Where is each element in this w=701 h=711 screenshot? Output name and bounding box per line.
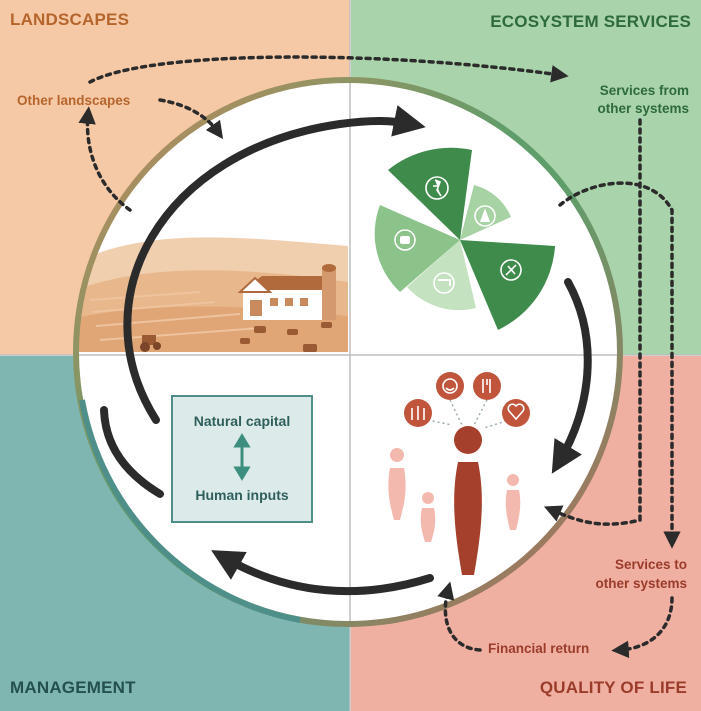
quality-of-life-illustration <box>388 372 530 575</box>
smiley-icon <box>436 372 464 400</box>
person-head <box>454 426 482 454</box>
arrow-to-management <box>211 550 434 596</box>
human-inputs-label: Human inputs <box>195 487 289 503</box>
natural-capital-label: Natural capital <box>193 413 291 429</box>
arrow-to-quality <box>551 278 592 474</box>
faucet-icon <box>433 272 455 294</box>
outer-ring <box>73 77 623 627</box>
hiking-icon <box>425 176 449 200</box>
quality-of-life-title: QUALITY OF LIFE <box>539 678 687 697</box>
dotted-connectors <box>78 55 681 659</box>
services-from-label-line2: other systems <box>597 101 689 116</box>
services-to-label-line1: Services to <box>614 557 687 572</box>
farm-landscape-illustration <box>76 237 348 352</box>
bee-icon <box>394 229 416 251</box>
crop-icon <box>500 259 522 281</box>
heart-icon <box>502 399 530 427</box>
management-title: MANAGEMENT <box>10 678 136 697</box>
financial-return-label: Financial return <box>488 641 590 656</box>
cutlery-icon <box>473 372 501 400</box>
arrow-to-landscapes <box>100 406 164 498</box>
ecosystem-services-title: ECOSYSTEM SERVICES <box>490 12 691 31</box>
arrow-to-services <box>123 105 426 424</box>
other-landscapes-label: Other landscapes <box>17 93 131 108</box>
services-to-label-line2: other systems <box>595 576 687 591</box>
exchange-arrow-icon <box>233 433 251 481</box>
landscapes-title: LANDSCAPES <box>10 10 130 29</box>
tree-icon <box>474 205 496 227</box>
services-from-label-line1: Services from <box>599 83 689 98</box>
cycle-arrows <box>100 105 592 596</box>
person-body <box>454 462 482 575</box>
